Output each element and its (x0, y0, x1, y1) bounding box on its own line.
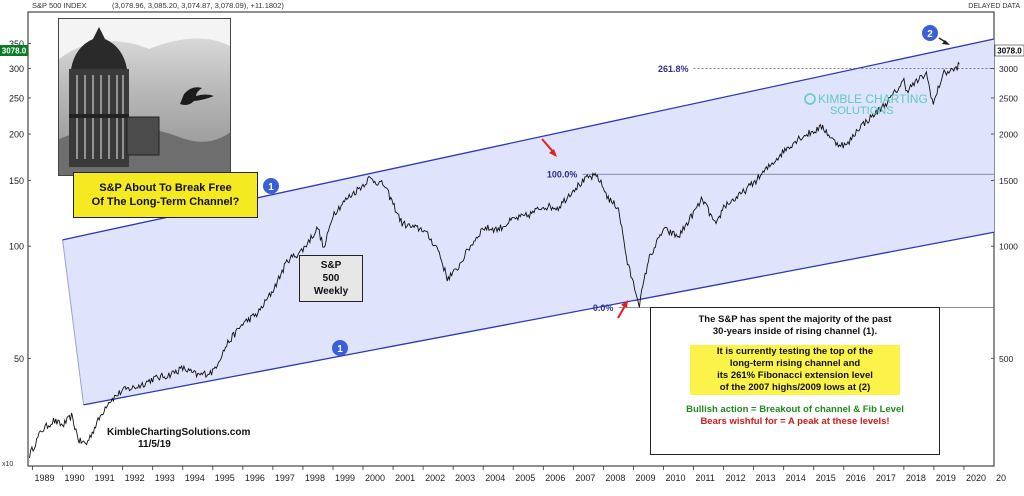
index-label: S&P 500 Weekly (299, 255, 363, 302)
x-tick-label-22: 2011 (696, 473, 715, 483)
index-label-line2: 500 (322, 273, 340, 284)
bullish-note: Bullish action = Breakout of channel & F… (686, 404, 904, 415)
right-tick-label-2: 2000 (999, 130, 1018, 140)
highlight-line1: It is currently testing the top of the (716, 346, 874, 357)
x-tick-label-2: 1991 (95, 473, 115, 483)
x-tick-label-26: 2015 (816, 473, 836, 483)
index-label-line1: S&P (320, 260, 342, 271)
left-tick-label-2: 250 (9, 93, 24, 103)
watermark-line2: SOLUTIONS (830, 105, 894, 117)
channel-marker-lower (332, 340, 348, 356)
left-tick-label-3: 200 (9, 130, 24, 140)
channel-marker-lower-label: 1 (337, 344, 343, 355)
commentary-line2: 30-years inside of rising channel (1). (712, 326, 878, 337)
test-marker-label: 2 (927, 29, 933, 40)
x-tick-label-1: 1990 (65, 473, 85, 483)
x-tick-label-32: 20 (996, 473, 1006, 483)
price-tag-right-value: 3078.0 (997, 47, 1022, 56)
right-tick-label-0: 3000 (999, 64, 1018, 74)
x-tick-label-17: 2006 (545, 473, 565, 483)
x-tick-label-20: 2009 (635, 473, 655, 483)
credit-date: 11/5/19 (138, 439, 171, 450)
channel-band (62, 38, 995, 405)
x-tick-label-4: 1993 (155, 473, 175, 483)
highlight-line3: its 261% Fibonacci extension level (717, 370, 873, 381)
x-tick-label-6: 1995 (215, 473, 235, 483)
low-arrowhead (621, 300, 628, 308)
fib-label-0: 0.0% (593, 303, 614, 313)
x-tick-label-24: 2013 (756, 473, 776, 483)
x-tick-label-0: 1989 (35, 473, 55, 483)
x-tick-label-15: 2004 (485, 473, 505, 483)
x-tick-label-13: 2002 (425, 473, 445, 483)
data-status: DELAYED DATA (968, 3, 1020, 10)
top-arrowhead (942, 40, 950, 45)
x-tick-label-5: 1994 (185, 473, 205, 483)
photo-caption-line1: S&P About To Break Free (99, 182, 232, 194)
highlight-line4: of the 2007 highs/2009 lows at (2) (719, 382, 871, 393)
left-tick-label-6: 50 (14, 354, 24, 364)
commentary-highlight: It is currently testing the top of the l… (690, 345, 900, 395)
price-tag-right (994, 44, 1024, 57)
x-tick-label-18: 2007 (575, 473, 595, 483)
price-tag-left-value: 3078.0 (2, 47, 27, 56)
x-tick-label-31: 2020 (966, 473, 986, 483)
birdcage-illustration (59, 19, 230, 175)
left-tick-label-1: 300 (9, 64, 24, 74)
cage-photo (58, 18, 231, 176)
left-tick-label-0: 350 (9, 39, 24, 49)
x-tick-label-7: 1996 (245, 473, 265, 483)
fib-label-1: 100.0% (547, 170, 578, 180)
x-tick-label-9: 1998 (305, 473, 325, 483)
right-tick-label-1: 2500 (999, 93, 1018, 103)
ohlc-readout: (3,078.96, 3,085.20, 3,074.87, 3,078.09)… (112, 1, 284, 10)
commentary-box: The S&P has spent the majority of the pa… (650, 307, 940, 455)
channel-lower-line (83, 231, 995, 406)
x-tick-label-25: 2014 (786, 473, 806, 483)
x-tick-label-28: 2017 (876, 473, 896, 483)
x-tick-label-11: 2000 (365, 473, 385, 483)
photo-caption-line2: Of The Long-Term Channel? (91, 196, 240, 208)
highlight-line2: long-term rising channel and (729, 358, 861, 369)
bird-icon (180, 87, 214, 105)
instrument-name: S&P 500 INDEX (32, 1, 86, 10)
scale-marker: x10 (2, 461, 13, 468)
x-tick-label-27: 2016 (846, 473, 866, 483)
x-tick-label-30: 2019 (936, 473, 956, 483)
left-tick-label-5: 100 (9, 242, 24, 252)
peak-arrowhead (549, 149, 557, 157)
right-tick-label-4: 1000 (999, 242, 1018, 252)
x-tick-label-8: 1997 (275, 473, 295, 483)
watermark-logo (804, 93, 816, 105)
sp500-price-line (29, 61, 960, 459)
x-tick-label-23: 2012 (726, 473, 746, 483)
credit-site: KimbleChartingSolutions.com (107, 427, 250, 438)
channel-start-edge (62, 239, 85, 405)
commentary-line1: The S&P has spent the majority of the pa… (698, 314, 892, 325)
right-tick-label-3: 1500 (999, 176, 1018, 186)
fib-label-2: 261.8% (658, 64, 689, 74)
x-tick-label-19: 2008 (605, 473, 625, 483)
price-tag-left (0, 45, 28, 56)
test-marker (922, 25, 938, 41)
index-label-line3: Weekly (313, 286, 349, 297)
x-tick-label-14: 2003 (455, 473, 475, 483)
channel-marker-upper-label: 1 (268, 182, 274, 193)
x-tick-label-12: 2001 (395, 473, 415, 483)
x-tick-label-29: 2018 (906, 473, 926, 483)
right-tick-label-5: 500 (999, 354, 1013, 364)
bearish-note: Bears wishful for = A peak at these leve… (700, 416, 890, 427)
channel-marker-upper (263, 178, 279, 194)
x-tick-label-3: 1992 (125, 473, 145, 483)
x-tick-label-21: 2010 (665, 473, 685, 483)
photo-caption: S&P About To Break Free Of The Long-Term… (73, 172, 258, 218)
x-tick-label-16: 2005 (515, 473, 535, 483)
left-tick-label-4: 150 (9, 176, 24, 186)
watermark-line1: KIMBLE CHARTING (818, 92, 928, 106)
x-tick-label-10: 1999 (335, 473, 355, 483)
